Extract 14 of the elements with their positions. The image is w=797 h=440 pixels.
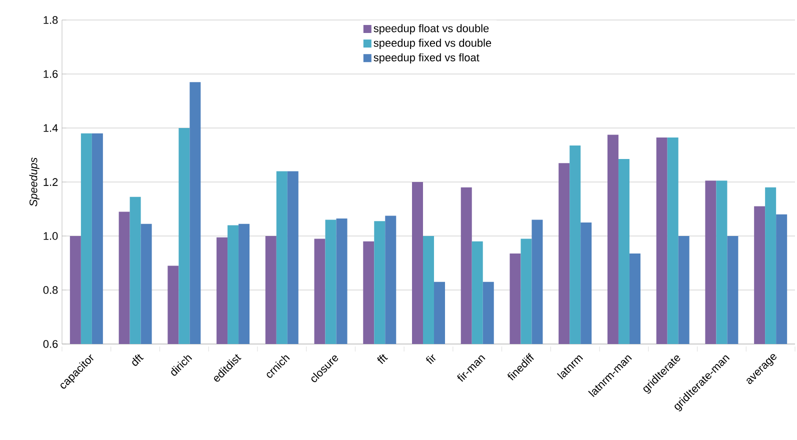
y-tick-label: 1.8 [44,16,58,24]
x-tick-label: dft [132,354,144,366]
legend-label: speedup fixed vs double [374,38,492,49]
y-tick-label: 1.4 [44,124,58,132]
y-tick-label: 1.6 [44,70,58,78]
y-tick-label: 0.8 [43,286,58,294]
x-tick-label: fir [426,354,436,364]
legend-label: speedup float vs double [374,24,489,34]
x-tick-label: fft [377,354,388,364]
y-axis-title: Speedups [29,158,40,206]
y-tick-label: 0.6 [43,340,58,348]
y-tick-label: 1.0 [44,232,58,240]
y-tick-label: 1.2 [44,178,58,186]
legend-label: speedup fixed vs float [374,53,480,64]
